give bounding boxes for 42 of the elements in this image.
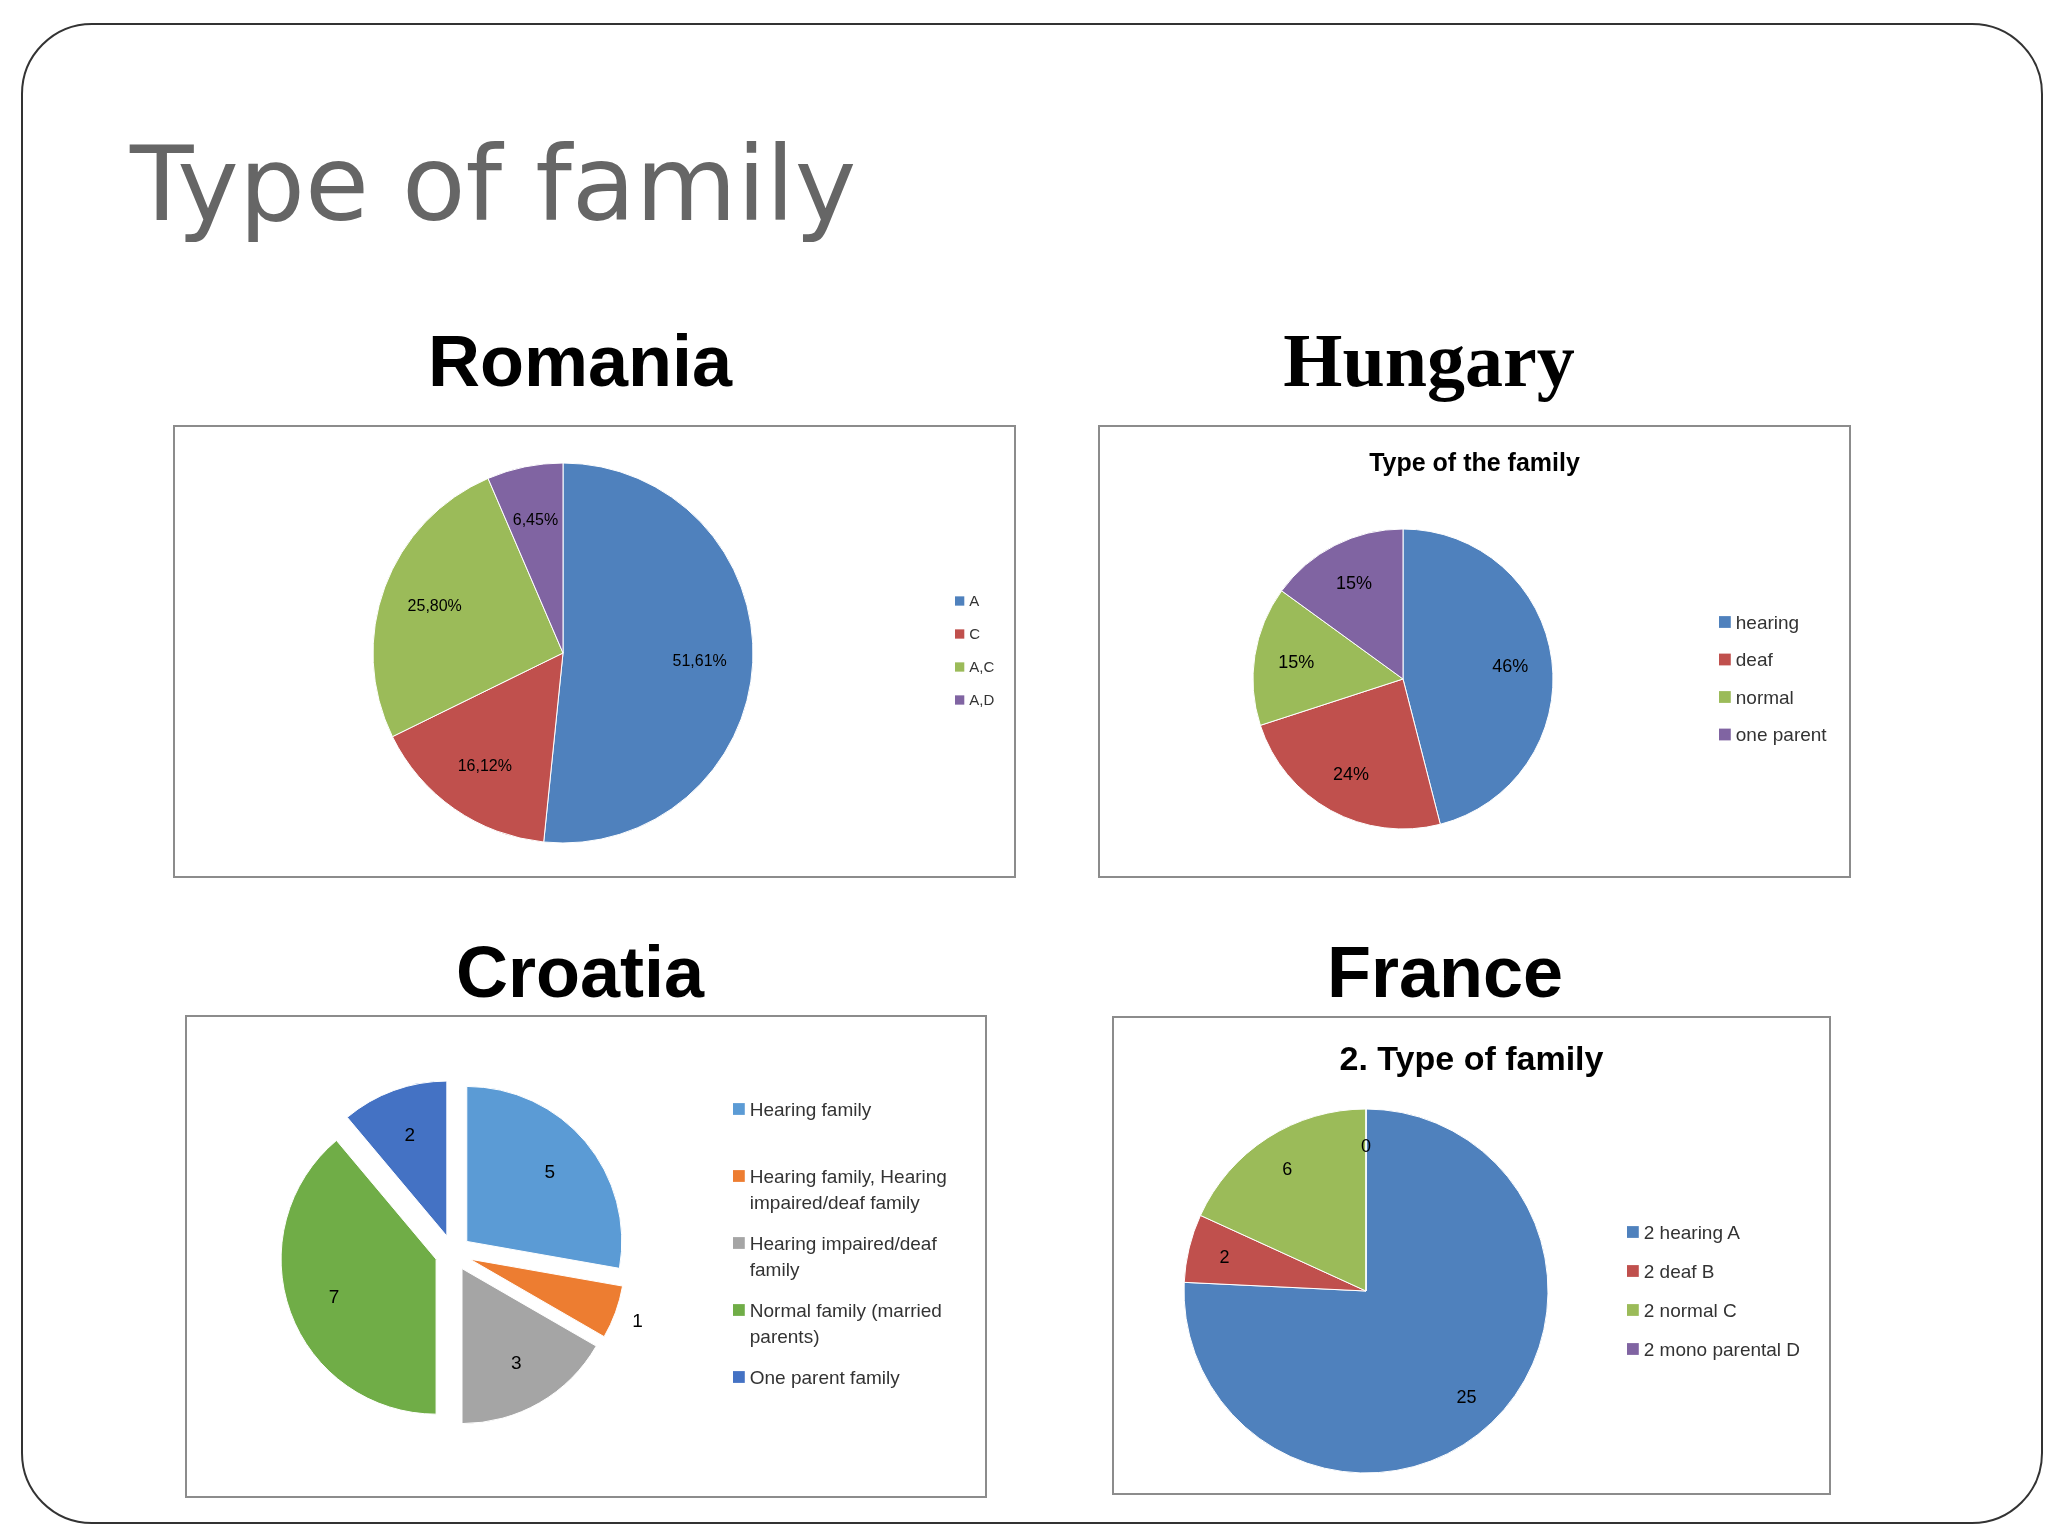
data-label: 6,45% — [512, 510, 559, 528]
data-label: 2 — [404, 1123, 416, 1145]
legend-label: A,D — [969, 691, 995, 709]
legend-label: hearing — [1735, 611, 1800, 633]
data-label: 46% — [1492, 655, 1529, 676]
legend-label: 2 deaf B — [1643, 1260, 1715, 1282]
legend-label: A — [969, 592, 980, 610]
legend-label: 2 normal C — [1643, 1299, 1737, 1321]
data-label: 7 — [328, 1285, 340, 1307]
legend-label: Hearing impaired/deaf family — [749, 1232, 938, 1280]
data-label: 25,80% — [407, 597, 462, 615]
legend-label: one parent — [1735, 724, 1828, 746]
legend-label: C — [969, 625, 981, 643]
data-label: 3 — [510, 1352, 522, 1374]
legend-label: One parent family — [749, 1366, 901, 1388]
data-label: 15% — [1335, 573, 1372, 594]
data-label: 51,61% — [672, 651, 727, 669]
data-label: 2 — [1219, 1246, 1230, 1267]
data-label: 15% — [1278, 652, 1315, 673]
legend-label: Hearing family — [749, 1098, 872, 1120]
pie-slice — [1183, 1108, 1549, 1474]
data-label: 24% — [1332, 763, 1369, 784]
legend-label: deaf — [1735, 649, 1774, 671]
chart-subtitle: Type of the family — [1369, 448, 1580, 476]
data-label: 1 — [632, 1309, 643, 1331]
legend-label: A,C — [969, 658, 995, 676]
legend-label: 2 hearing A — [1643, 1221, 1741, 1243]
text: 0 — [1360, 1135, 1372, 1156]
legend-label: normal — [1735, 686, 1794, 708]
chart-title: Hungary — [1283, 318, 1575, 402]
legend-label: 2 mono parental D — [1643, 1338, 1801, 1360]
data-label: 16,12% — [457, 756, 512, 774]
data-label: 5 — [544, 1161, 556, 1183]
chart-title: Romania — [427, 321, 733, 401]
text: Type of family — [129, 123, 857, 245]
chart-title: Croatia — [455, 932, 705, 1012]
chart-subtitle: 2. Type of family — [1339, 1039, 1604, 1077]
data-label: 6 — [1282, 1158, 1293, 1179]
chart-title: France — [1326, 932, 1564, 1012]
data-label: 25 — [1456, 1386, 1477, 1407]
legend-label: Normal family (married parents) — [749, 1299, 942, 1347]
legend-label: Hearing family, Hearing impaired/deaf family — [749, 1165, 947, 1213]
